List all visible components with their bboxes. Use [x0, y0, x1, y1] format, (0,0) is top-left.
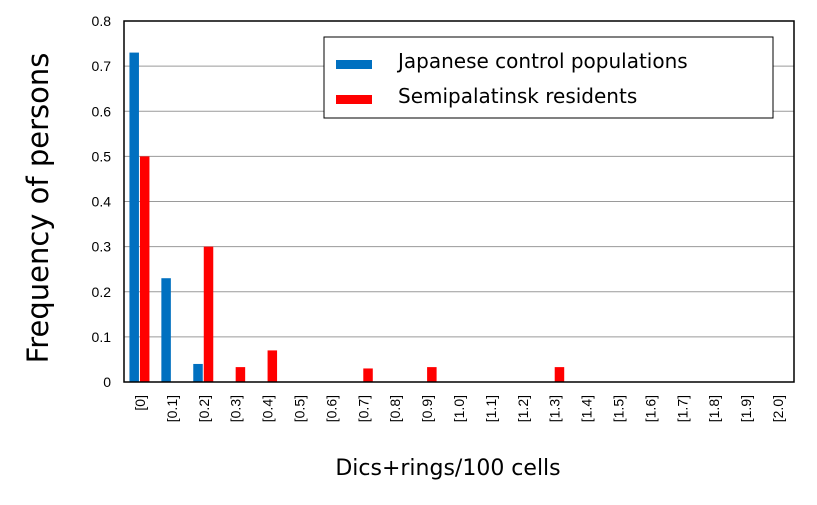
- x-tick-label: [1.8]: [706, 395, 722, 422]
- legend-label-japanese: Japanese control populations: [396, 49, 688, 73]
- x-tick-label: [1.1]: [483, 395, 499, 422]
- legend-label-semipalatinsk: Semipalatinsk residents: [398, 84, 637, 108]
- x-tick-labels: [0] [0.1] [0.2] [0.3] [0.4] [0.5] [0.6] [0.7] [0…: [132, 395, 786, 422]
- x-tick-label: [2.0]: [770, 395, 786, 422]
- y-tick-label: 0.2: [92, 284, 112, 300]
- legend-box: [323, 36, 774, 119]
- x-tick-label: [1.2]: [515, 395, 531, 422]
- y-tick-label: 0.7: [92, 58, 112, 74]
- x-tick-label: [1.4]: [579, 395, 595, 422]
- x-tick-label: [0.1]: [164, 395, 180, 422]
- x-axis-label: Dics+rings/100 cells: [335, 456, 560, 481]
- bars: [129, 52, 565, 383]
- y-tick-label: 0.4: [92, 194, 112, 210]
- bar-semipalatinsk-3: [235, 367, 246, 382]
- bar-semipalatinsk-4: [267, 350, 278, 382]
- bar-semipalatinsk-7: [363, 368, 373, 382]
- legend-swatch-japanese: [336, 60, 372, 69]
- x-tick-label: [0.6]: [323, 395, 339, 422]
- bar-japanese-2: [193, 363, 203, 382]
- x-tick-label: [0.7]: [355, 395, 371, 422]
- x-tick-label: [1.0]: [451, 395, 467, 422]
- y-tick-label: 0.8: [92, 13, 112, 29]
- bar-japanese-0: [129, 52, 139, 383]
- bar-semipalatinsk-9: [427, 367, 437, 382]
- x-tick-label: [0]: [132, 395, 148, 411]
- y-axis-label: Frequency of persons: [21, 53, 55, 364]
- bar-semipalatinsk-13: [554, 367, 565, 382]
- plot-area: [123, 20, 795, 383]
- x-tick-label: [0.9]: [419, 395, 435, 422]
- x-tick-label: [0.5]: [291, 395, 307, 422]
- x-tick-label: [1.9]: [738, 395, 754, 422]
- y-tick-label: 0.1: [92, 329, 112, 345]
- x-tick-label: [0.3]: [228, 395, 244, 422]
- x-tick-label: [1.5]: [611, 395, 627, 422]
- y-tick-label: 0.3: [92, 239, 112, 255]
- x-tick-label: [1.3]: [547, 395, 563, 422]
- legend-swatch-semipalatinsk: [336, 95, 372, 104]
- y-tick-labels: 0 0.1 0.2 0.3 0.4 0.5 0.6 0.7 0.8: [92, 13, 112, 390]
- x-tick-label: [0.2]: [196, 395, 212, 422]
- y-tick-label: 0: [103, 374, 111, 390]
- y-tick-label: 0.5: [92, 148, 112, 164]
- bar-semipalatinsk-0: [139, 156, 150, 383]
- x-tick-label: [0.4]: [260, 395, 276, 422]
- x-tick-label: [0.8]: [387, 395, 403, 422]
- legend: Japanese control populations Semipalatin…: [323, 36, 774, 119]
- x-tick-label: [1.6]: [642, 395, 658, 422]
- y-tick-label: 0.6: [92, 103, 112, 119]
- x-tick-label: [1.7]: [674, 395, 690, 422]
- bar-japanese-1: [161, 278, 171, 382]
- bar-semipalatinsk-2: [203, 246, 214, 382]
